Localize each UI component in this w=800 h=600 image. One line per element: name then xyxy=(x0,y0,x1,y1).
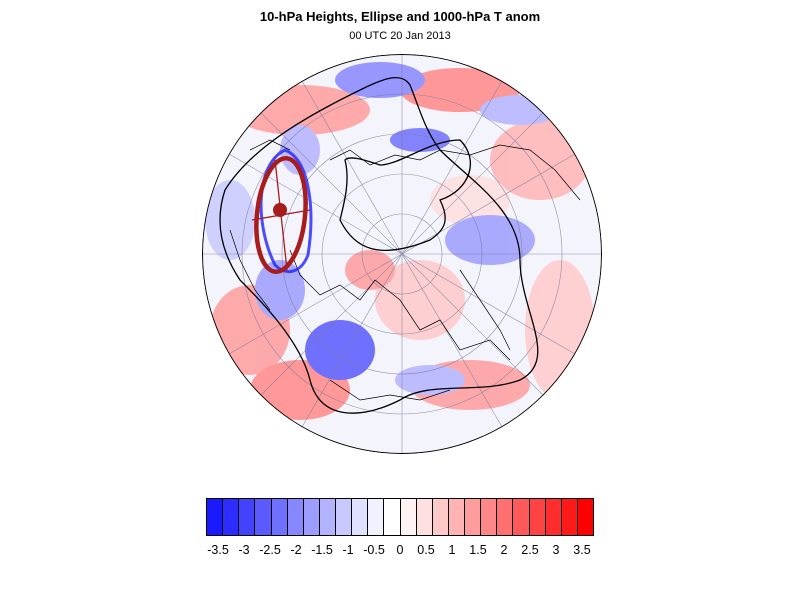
colorbar-swatch xyxy=(545,499,562,535)
colorbar-swatch xyxy=(287,499,304,535)
colorbar-swatch xyxy=(465,499,482,535)
colorbar-tick-label: 1.5 xyxy=(469,543,487,557)
colorbar-labels: -3.5 -3 -2.5 -2 -1.5 -1 -0.5 0 0.5 1 1.5 2 2.5 3 3.5 xyxy=(206,543,594,559)
colorbar-swatch xyxy=(561,499,578,535)
colorbar-swatch xyxy=(303,499,320,535)
colorbar-swatch xyxy=(432,499,449,535)
colorbar-tick-label: -0.5 xyxy=(363,543,385,557)
vortex-ellipse xyxy=(251,148,313,274)
colorbar-swatch xyxy=(352,499,369,535)
colorbar-tick-label: -1.5 xyxy=(311,543,333,557)
colorbar-swatch xyxy=(384,499,401,535)
colorbar-swatch xyxy=(207,499,224,535)
colorbar-tick-label: 3.5 xyxy=(573,543,591,557)
colorbar-tick-label: 0 xyxy=(396,543,404,557)
colorbar-swatch xyxy=(497,499,514,535)
height-contours xyxy=(219,76,539,414)
colorbar-swatch xyxy=(416,499,433,535)
colorbar-tick-label: -3 xyxy=(238,543,250,557)
colorbar xyxy=(206,498,594,536)
chart-title: 10-hPa Heights, Ellipse and 1000-hPa T a… xyxy=(259,9,541,24)
colorbar-tick-label: 2 xyxy=(500,543,508,557)
colorbar-tick-label: 0.5 xyxy=(417,543,435,557)
colorbar-swatch xyxy=(336,499,353,535)
temperature-anomaly-field xyxy=(205,62,595,420)
colorbar-tick-label: -2.5 xyxy=(259,543,281,557)
colorbar-swatch xyxy=(529,499,546,535)
colorbar-swatch xyxy=(481,499,498,535)
colorbar-swatch xyxy=(577,499,593,535)
colorbar-tick-label: 2.5 xyxy=(521,543,539,557)
colorbar-swatch xyxy=(368,499,385,535)
colorbar-swatch xyxy=(513,499,530,535)
colorbar-swatch xyxy=(239,499,256,535)
colorbar-swatch xyxy=(319,499,336,535)
colorbar-swatch xyxy=(448,499,465,535)
colorbar-tick-label: 1 xyxy=(448,543,456,557)
colorbar-tick-label: -3.5 xyxy=(207,543,229,557)
graticule xyxy=(202,54,602,454)
colorbar-tick-label: -1 xyxy=(342,543,354,557)
colorbar-tick-label: -2 xyxy=(290,543,302,557)
colorbar-swatch xyxy=(223,499,240,535)
chart-subtitle: 00 UTC 20 Jan 2013 xyxy=(349,30,451,42)
colorbar-swatch xyxy=(255,499,272,535)
colorbar-tick-label: 3 xyxy=(552,543,560,557)
colorbar-swatch xyxy=(271,499,288,535)
ellipse-center-marker xyxy=(273,203,287,217)
colorbar-swatch xyxy=(400,499,417,535)
